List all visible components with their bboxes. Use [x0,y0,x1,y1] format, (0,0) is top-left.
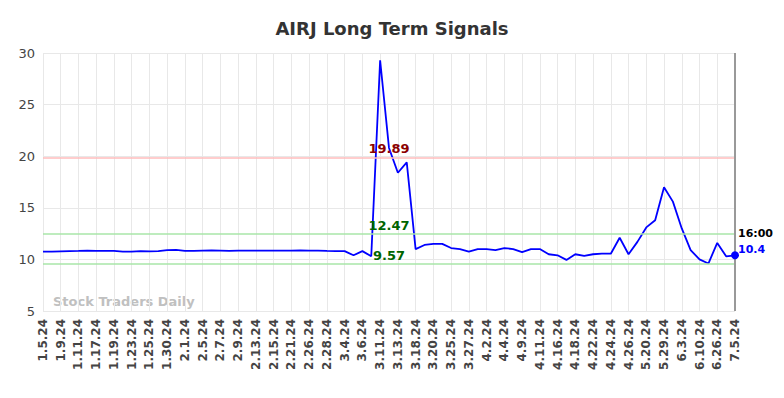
svg-text:2.26.24: 2.26.24 [302,319,316,370]
svg-text:2.15.24: 2.15.24 [267,319,281,370]
svg-text:3.25.24: 3.25.24 [444,319,458,370]
svg-text:10: 10 [18,252,35,267]
svg-text:4.4.24: 4.4.24 [497,319,511,362]
svg-text:10.4: 10.4 [738,243,765,256]
svg-text:12.47: 12.47 [368,218,409,233]
svg-text:4.22.24: 4.22.24 [586,319,600,370]
svg-text:4.11.24: 4.11.24 [533,319,547,370]
svg-text:Stock Traders Daily: Stock Traders Daily [53,294,195,309]
svg-text:2.28.24: 2.28.24 [320,319,334,370]
svg-text:9.57: 9.57 [373,248,405,263]
svg-text:1.17.24: 1.17.24 [89,319,103,370]
svg-text:2.7.24: 2.7.24 [213,319,227,362]
svg-text:2.5.24: 2.5.24 [196,319,210,362]
svg-text:3.13.24: 3.13.24 [391,319,405,370]
svg-text:3.11.24: 3.11.24 [373,319,387,370]
svg-text:5: 5 [27,304,35,319]
svg-text:30: 30 [18,46,35,61]
svg-text:5.29.24: 5.29.24 [657,319,671,370]
svg-text:2.1.24: 2.1.24 [178,319,192,362]
svg-text:1.9.24: 1.9.24 [54,319,68,362]
svg-text:AIRJ Long Term Signals: AIRJ Long Term Signals [275,18,508,39]
svg-text:4.26.24: 4.26.24 [622,319,636,370]
svg-text:19.89: 19.89 [368,141,409,156]
svg-text:3.18.24: 3.18.24 [409,319,423,370]
svg-text:7.5.24: 7.5.24 [728,319,742,362]
svg-text:4.16.24: 4.16.24 [551,319,565,370]
svg-text:6.3.24: 6.3.24 [675,319,689,362]
svg-text:4.24.24: 4.24.24 [604,319,618,370]
svg-text:3.27.24: 3.27.24 [462,319,476,370]
svg-text:4.18.24: 4.18.24 [568,319,582,370]
svg-text:5.20.24: 5.20.24 [639,319,653,370]
svg-text:2.13.24: 2.13.24 [249,319,263,370]
svg-text:2.9.24: 2.9.24 [231,319,245,362]
svg-text:16:00: 16:00 [738,227,773,240]
svg-text:6.26.24: 6.26.24 [710,319,724,370]
svg-text:1.19.24: 1.19.24 [107,319,121,370]
svg-text:1.30.24: 1.30.24 [160,319,174,370]
svg-text:3.4.24: 3.4.24 [338,319,352,362]
svg-text:1.11.24: 1.11.24 [71,319,85,370]
svg-text:4.9.24: 4.9.24 [515,319,529,362]
svg-text:1.5.24: 1.5.24 [36,319,50,362]
svg-text:3.20.24: 3.20.24 [426,319,440,370]
svg-text:3.6.24: 3.6.24 [355,319,369,362]
svg-text:25: 25 [18,97,35,112]
svg-text:6.10.24: 6.10.24 [693,319,707,370]
svg-text:1.25.24: 1.25.24 [142,319,156,370]
svg-text:15: 15 [18,200,35,215]
svg-text:2.21.24: 2.21.24 [284,319,298,370]
svg-text:20: 20 [18,149,35,164]
svg-text:4.2.24: 4.2.24 [480,319,494,362]
svg-text:1.23.24: 1.23.24 [125,319,139,370]
